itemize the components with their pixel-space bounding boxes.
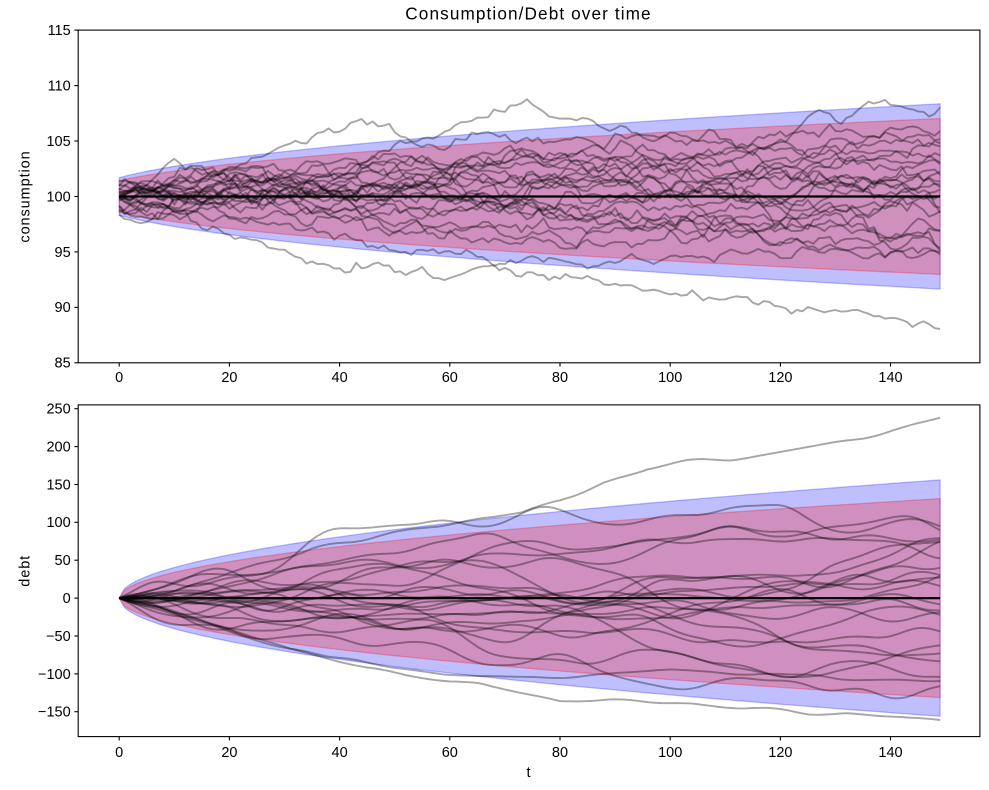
svg-text:120: 120 [768,745,792,761]
svg-text:100: 100 [658,370,682,386]
svg-text:−50: −50 [46,629,71,645]
svg-text:100: 100 [658,745,682,761]
svg-text:115: 115 [48,23,71,39]
svg-text:120: 120 [768,370,792,386]
svg-text:85: 85 [55,356,71,372]
svg-text:60: 60 [442,370,458,386]
svg-text:20: 20 [221,370,237,386]
svg-text:80: 80 [552,370,568,386]
svg-text:110: 110 [48,79,71,95]
svg-text:200: 200 [46,440,70,456]
svg-text:60: 60 [442,745,458,761]
svg-text:20: 20 [221,745,237,761]
svg-text:100: 100 [46,189,70,205]
svg-text:50: 50 [55,553,71,569]
svg-text:250: 250 [46,402,70,418]
svg-text:0: 0 [115,745,123,761]
svg-text:105: 105 [46,134,70,150]
svg-text:140: 140 [878,370,902,386]
svg-text:100: 100 [46,515,70,531]
svg-text:95: 95 [55,245,71,261]
svg-text:debt: debt [18,555,34,587]
svg-text:0: 0 [115,370,123,386]
svg-text:Consumption/Debt over time: Consumption/Debt over time [405,4,651,24]
svg-text:0: 0 [63,591,71,607]
svg-text:−100: −100 [38,667,71,683]
svg-text:−150: −150 [38,705,71,721]
svg-text:80: 80 [552,745,568,761]
svg-text:consumption: consumption [18,150,34,242]
svg-text:40: 40 [332,745,348,761]
svg-text:t: t [526,765,530,781]
svg-text:140: 140 [878,745,902,761]
svg-text:90: 90 [55,300,71,316]
svg-text:40: 40 [332,370,348,386]
svg-text:150: 150 [46,477,70,493]
